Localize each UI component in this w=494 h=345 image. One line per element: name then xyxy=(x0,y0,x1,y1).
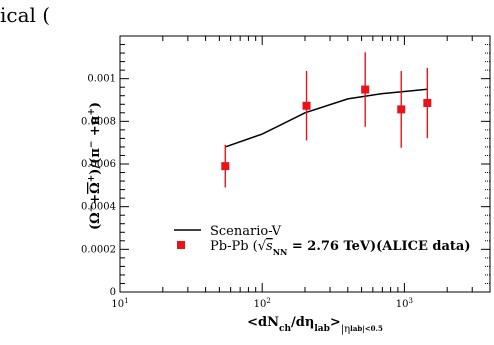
data-point xyxy=(361,85,370,94)
scenario-v-line xyxy=(225,88,428,148)
data-point xyxy=(423,98,432,107)
legend: Scenario-V Pb-Pb (√sNN = 2.76 TeV)(ALICE… xyxy=(174,224,471,257)
y-tick-label: 0.0008 xyxy=(81,116,116,127)
x-tick-label: 103 xyxy=(396,297,413,310)
x-tick-label: 101 xyxy=(111,297,128,310)
y-tick-label: 0.001 xyxy=(87,74,116,85)
x-tick-label: 102 xyxy=(254,297,271,310)
y-tick-label: 0.0004 xyxy=(81,202,116,213)
y-tick-label: 0.0002 xyxy=(81,244,116,255)
x-axis: 101 102 103 xyxy=(111,36,491,310)
legend-marker-swatch xyxy=(177,241,185,249)
y-tick-label: 0.0006 xyxy=(81,159,116,170)
legend-label-alice: Pb-Pb (√sNN = 2.76 TeV)(ALICE data) xyxy=(210,239,471,257)
x-axis-title: <dNch/dηlab>|ηlab|<0.5 xyxy=(247,315,383,335)
y-tick-label: 0 xyxy=(110,287,116,298)
y-axis: 0 0.0002 0.0004 0.0006 0.0008 0.001 xyxy=(81,35,490,298)
data-point xyxy=(302,101,311,110)
legend-label-scenario: Scenario-V xyxy=(210,224,282,239)
data-point xyxy=(221,162,230,171)
series-layer xyxy=(221,52,432,188)
y-axis-title: (Ω−+Ω+)/(π− +π+) xyxy=(87,102,103,230)
data-point xyxy=(397,105,406,114)
header-fragment: ical ( xyxy=(0,3,50,27)
